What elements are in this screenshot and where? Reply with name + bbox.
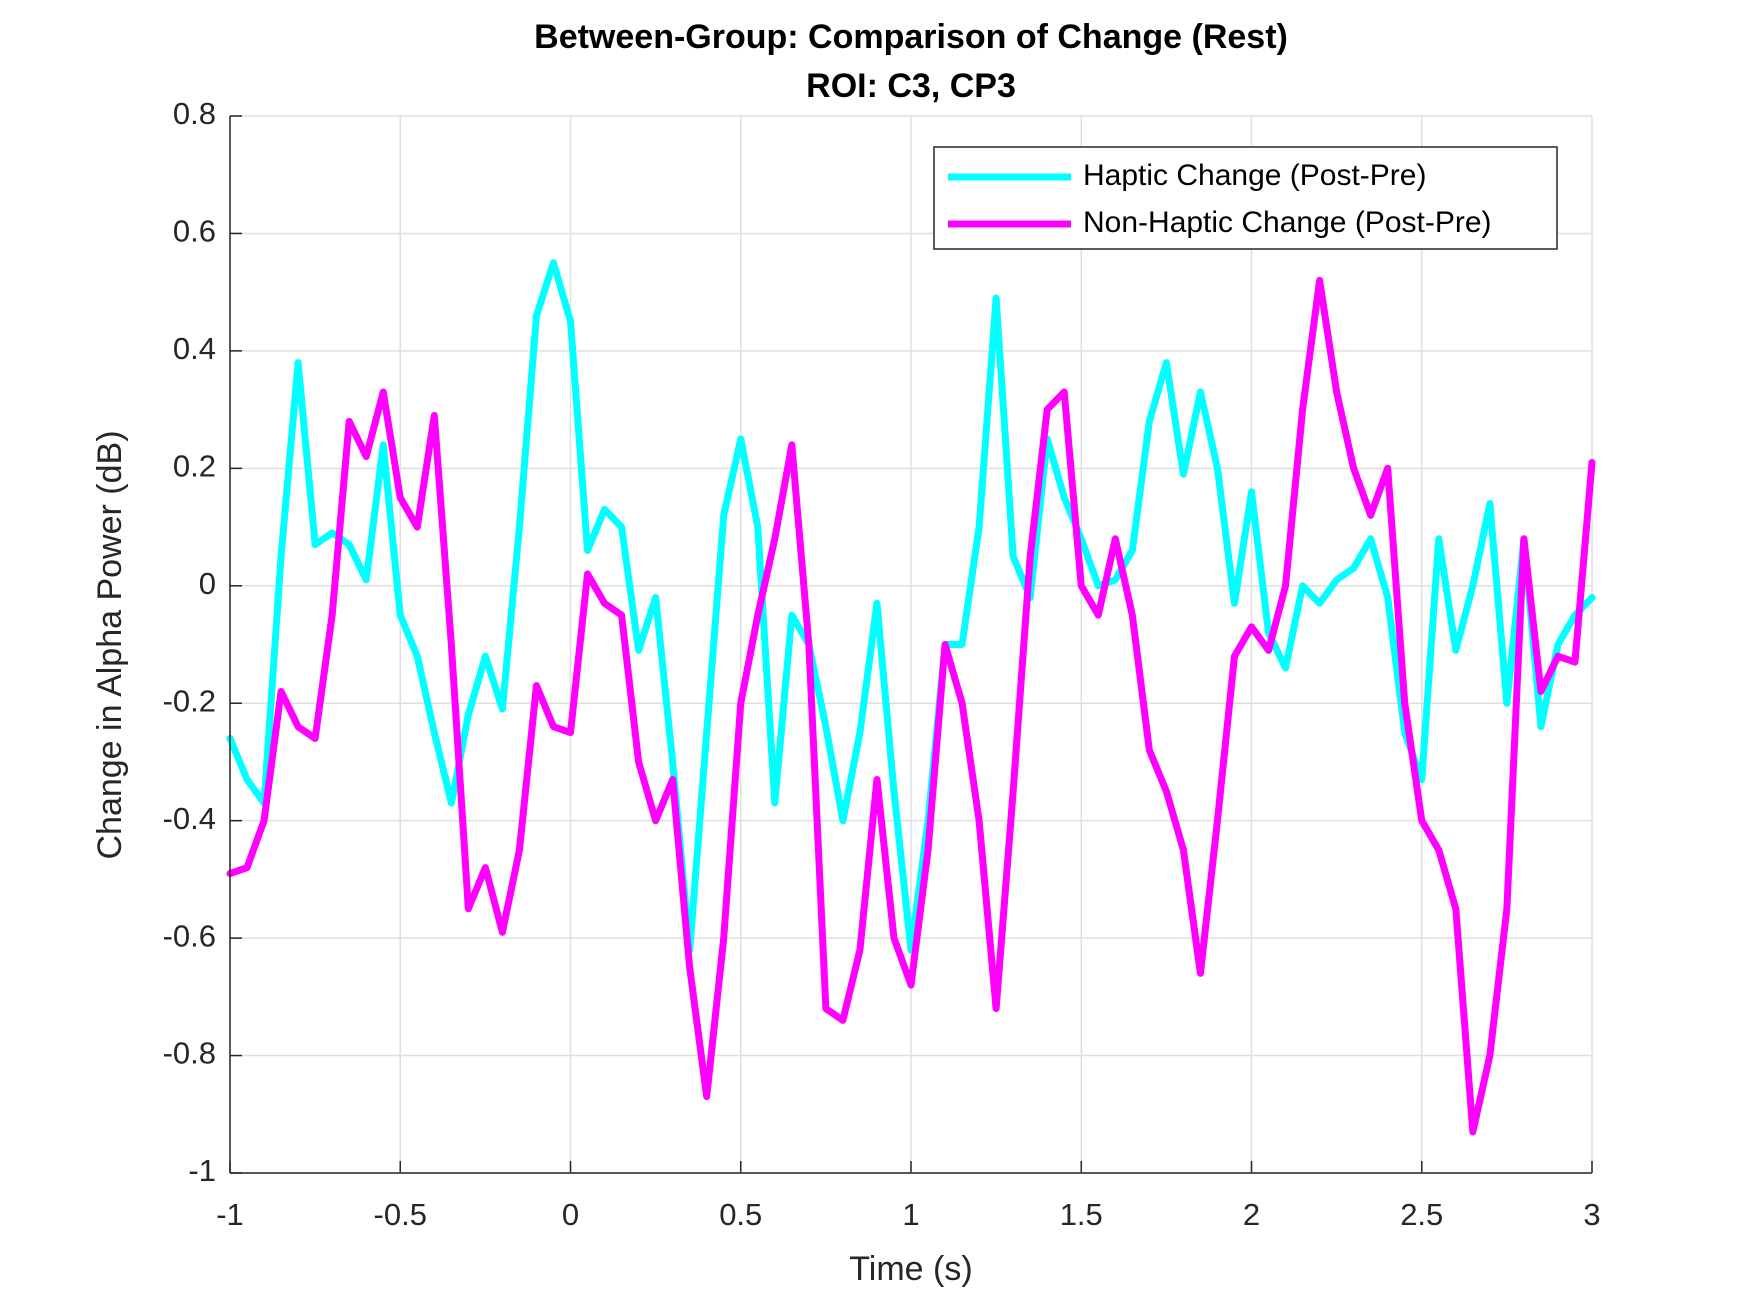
y-tick-label: 0.4 bbox=[173, 331, 216, 366]
legend-label: Non-Haptic Change (Post-Pre) bbox=[1083, 206, 1492, 239]
y-tick-label: 0.6 bbox=[173, 214, 216, 249]
y-tick-label: -0.6 bbox=[163, 918, 216, 953]
x-tick-label: -0.5 bbox=[374, 1197, 427, 1232]
y-tick-label: -0.8 bbox=[163, 1036, 216, 1071]
x-tick-label: 3 bbox=[1583, 1197, 1600, 1232]
chart-title: Between-Group: Comparison of Change (Res… bbox=[534, 18, 1288, 56]
x-tick-label: 2 bbox=[1243, 1197, 1260, 1232]
x-tick-label: 1 bbox=[902, 1197, 919, 1232]
y-axis-label: Change in Alpha Power (dB) bbox=[91, 430, 129, 859]
x-tick-label: 0.5 bbox=[719, 1197, 762, 1232]
data-line bbox=[226, 276, 1596, 1136]
y-tick-label: -1 bbox=[188, 1153, 216, 1188]
y-tick-label: 0.8 bbox=[173, 96, 216, 131]
x-tick-label: 1.5 bbox=[1060, 1197, 1103, 1232]
x-tick-label: 2.5 bbox=[1400, 1197, 1443, 1232]
y-tick-label: 0 bbox=[199, 566, 216, 601]
legend-box bbox=[933, 146, 1558, 250]
x-axis-label: Time (s) bbox=[849, 1250, 972, 1288]
x-tick-label: -1 bbox=[216, 1197, 244, 1232]
x-tick-label: 0 bbox=[562, 1197, 579, 1232]
y-tick-label: 0.2 bbox=[173, 449, 216, 484]
chart-subtitle: ROI: C3, CP3 bbox=[806, 67, 1016, 105]
legend-label: Haptic Change (Post-Pre) bbox=[1083, 159, 1426, 192]
y-tick-label: -0.4 bbox=[163, 801, 216, 836]
y-tick-label: -0.2 bbox=[163, 683, 216, 718]
